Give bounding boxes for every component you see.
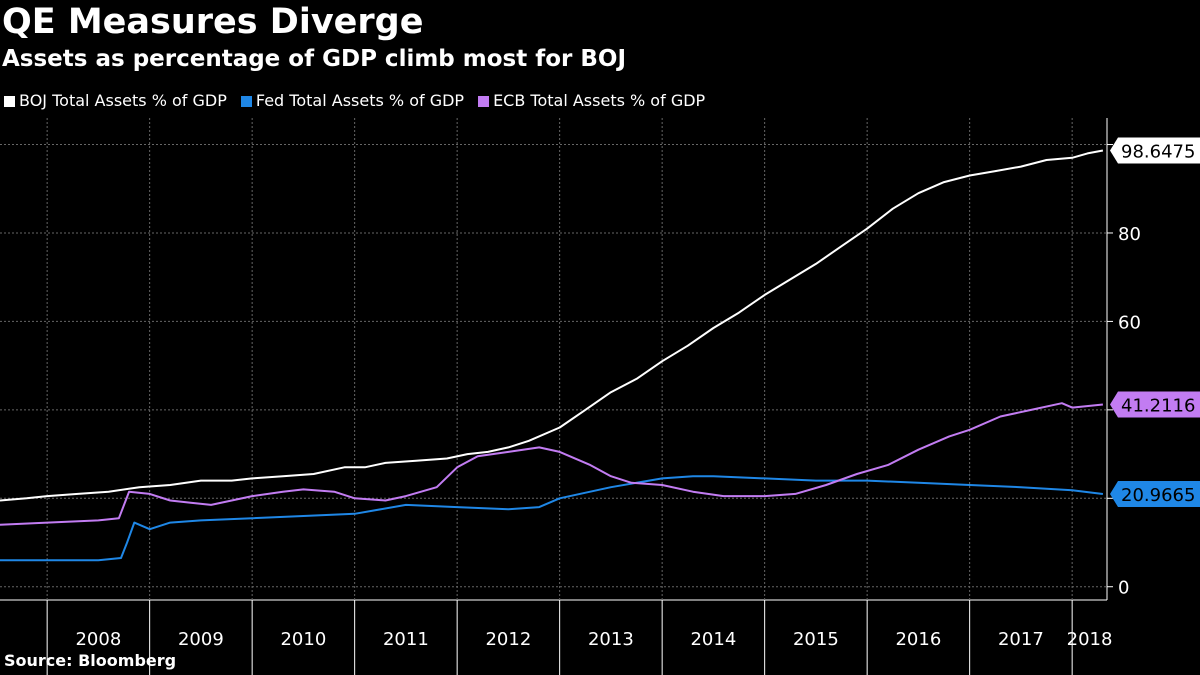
x-tick-label-2016: 2016 — [895, 629, 941, 650]
y-tick-label-60: 60 — [1118, 312, 1141, 333]
legend: BOJ Total Assets % of GDP Fed Total Asse… — [4, 90, 719, 112]
legend-swatch-fed — [240, 95, 252, 107]
series-line-1 — [0, 475, 1104, 562]
x-tick-label-2018: 2018 — [1067, 629, 1113, 650]
legend-item-boj: BOJ Total Assets % of GDP — [4, 90, 227, 112]
chart-title: QE Measures Diverge — [2, 2, 424, 42]
value-flag-2 — [1110, 391, 1200, 418]
x-tick-label-2013: 2013 — [588, 629, 634, 650]
legend-label-fed: Fed Total Assets % of GDP — [255, 91, 465, 110]
series-line-0 — [0, 149, 1104, 502]
value-flag-1 — [1110, 481, 1200, 508]
x-tick-label-2017: 2017 — [998, 629, 1044, 650]
x-tick-label-2015: 2015 — [793, 629, 839, 650]
x-tick-label-2011: 2011 — [383, 629, 429, 650]
y-tick-label-80: 80 — [1118, 224, 1141, 245]
source-note: Source: Bloomberg — [4, 651, 177, 670]
x-tick-label-2008: 2008 — [75, 629, 121, 650]
value-flag-label-1: 20.9665 — [1121, 485, 1195, 506]
value-flag-0 — [1110, 137, 1200, 164]
legend-label-ecb: ECB Total Assets % of GDP — [493, 91, 706, 110]
y-tick-label-0: 0 — [1118, 578, 1129, 599]
value-flag-label-2: 41.2116 — [1121, 395, 1195, 416]
x-tick-label-2014: 2014 — [690, 629, 736, 650]
value-flag-label-0: 98.6475 — [1121, 142, 1195, 163]
legend-swatch-boj — [4, 95, 15, 107]
legend-label-boj: BOJ Total Assets % of GDP — [19, 91, 227, 110]
x-tick-label-2010: 2010 — [280, 629, 326, 650]
legend-item-ecb: ECB Total Assets % of GDP — [478, 90, 705, 112]
legend-item-fed: Fed Total Assets % of GDP — [240, 90, 465, 112]
x-tick-label-2012: 2012 — [485, 629, 531, 650]
series-line-2 — [0, 402, 1104, 526]
legend-swatch-ecb — [478, 95, 490, 107]
chart-subtitle: Assets as percentage of GDP climb most f… — [2, 46, 627, 72]
x-tick-label-2009: 2009 — [178, 629, 224, 650]
